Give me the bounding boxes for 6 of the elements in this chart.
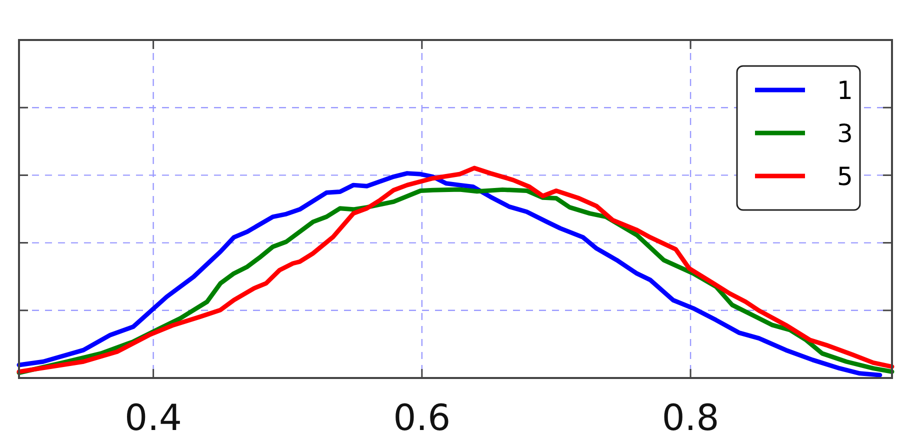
x-tick-label: 0.4 — [124, 398, 182, 439]
x-tick-label: 0.8 — [662, 398, 720, 439]
legend-label: 1 — [837, 76, 853, 105]
legend-label: 5 — [837, 162, 853, 191]
x-tick-label: 0.6 — [393, 398, 451, 439]
legend-label: 3 — [837, 119, 853, 148]
